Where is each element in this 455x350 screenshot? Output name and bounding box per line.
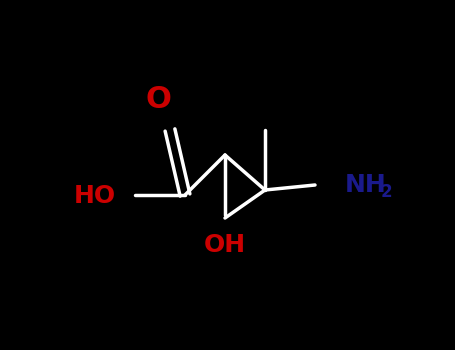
Text: NH: NH xyxy=(345,173,387,197)
Text: HO: HO xyxy=(74,184,116,208)
Text: 2: 2 xyxy=(381,183,393,201)
Text: OH: OH xyxy=(204,233,246,257)
Text: O: O xyxy=(145,85,171,114)
